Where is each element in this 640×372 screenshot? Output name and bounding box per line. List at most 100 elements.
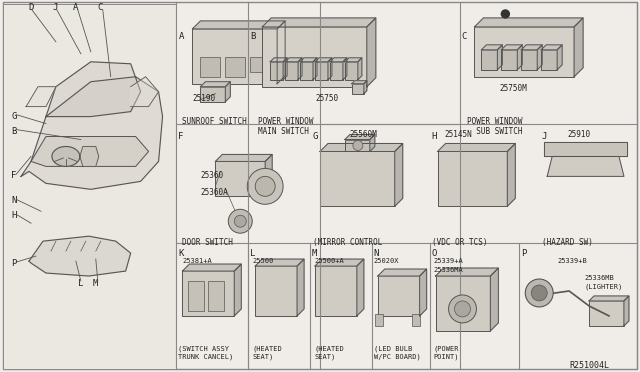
Bar: [541, 50, 557, 70]
Polygon shape: [31, 137, 148, 166]
Polygon shape: [541, 45, 562, 50]
Polygon shape: [501, 45, 522, 50]
Bar: [589, 301, 624, 326]
Polygon shape: [481, 45, 502, 50]
Text: 25500: 25500: [252, 258, 273, 264]
Text: 25020X: 25020X: [374, 258, 399, 264]
Polygon shape: [589, 296, 629, 301]
Text: 25339+B: 25339+B: [557, 258, 587, 264]
Polygon shape: [298, 58, 302, 80]
Bar: [352, 84, 364, 94]
Text: B: B: [250, 32, 255, 41]
Polygon shape: [26, 87, 56, 107]
Bar: [501, 50, 517, 70]
Bar: [375, 314, 383, 326]
Polygon shape: [345, 135, 375, 140]
Text: G: G: [312, 132, 317, 141]
Text: M: M: [93, 279, 99, 288]
Text: (LIGHTER): (LIGHTER): [584, 283, 622, 289]
Bar: [345, 140, 370, 151]
Text: (VDC OR TCS): (VDC OR TCS): [431, 238, 487, 247]
Text: C: C: [98, 3, 103, 12]
Polygon shape: [364, 81, 367, 94]
Polygon shape: [357, 259, 364, 316]
Bar: [200, 57, 220, 77]
Polygon shape: [508, 144, 515, 206]
Bar: [216, 161, 265, 196]
Bar: [315, 62, 328, 80]
Polygon shape: [262, 18, 376, 27]
Polygon shape: [547, 157, 624, 176]
Bar: [412, 314, 420, 326]
Polygon shape: [234, 264, 241, 316]
Polygon shape: [193, 21, 285, 29]
Polygon shape: [420, 269, 427, 316]
Text: 25381+A: 25381+A: [182, 258, 212, 264]
Text: 25910: 25910: [567, 129, 590, 138]
Bar: [262, 27, 367, 87]
Text: 25360A: 25360A: [200, 188, 228, 197]
Circle shape: [255, 176, 275, 196]
Bar: [285, 62, 298, 80]
Text: A: A: [73, 3, 78, 12]
Circle shape: [247, 169, 283, 204]
Text: 25360: 25360: [200, 171, 223, 180]
Bar: [378, 276, 420, 316]
Text: POWER WINDOW
  SUB SWITCH: POWER WINDOW SUB SWITCH: [467, 116, 523, 136]
Text: R251004L: R251004L: [569, 361, 609, 370]
Polygon shape: [517, 45, 522, 70]
Text: 25190: 25190: [193, 94, 216, 103]
Text: 25145N: 25145N: [445, 129, 472, 138]
Text: (HEATED
SEAT): (HEATED SEAT): [314, 346, 344, 360]
Bar: [209, 281, 225, 311]
Polygon shape: [557, 45, 562, 70]
Polygon shape: [358, 58, 362, 80]
Polygon shape: [200, 82, 230, 87]
Text: H: H: [431, 132, 437, 141]
Text: N: N: [374, 249, 379, 258]
Bar: [330, 62, 343, 80]
Text: B: B: [11, 126, 17, 135]
Text: 25750: 25750: [315, 94, 338, 103]
Polygon shape: [29, 236, 131, 276]
Text: O: O: [431, 249, 437, 258]
Bar: [255, 266, 297, 316]
Polygon shape: [182, 264, 241, 271]
Text: G: G: [11, 112, 17, 121]
Bar: [345, 62, 358, 80]
Polygon shape: [277, 21, 285, 84]
Bar: [3, 4, 175, 369]
Text: 25560M: 25560M: [350, 129, 378, 138]
Circle shape: [501, 10, 509, 18]
Text: P: P: [11, 259, 17, 268]
Bar: [225, 57, 245, 77]
Bar: [193, 29, 277, 84]
Text: N: N: [11, 196, 17, 205]
Circle shape: [531, 285, 547, 301]
Text: J: J: [541, 132, 547, 141]
Polygon shape: [216, 154, 272, 161]
Text: POWER WINDOW
MAIN SWITCH: POWER WINDOW MAIN SWITCH: [258, 116, 314, 136]
Polygon shape: [574, 18, 583, 77]
Circle shape: [449, 295, 476, 323]
Text: H: H: [11, 211, 17, 220]
Polygon shape: [328, 58, 332, 80]
Polygon shape: [537, 45, 542, 70]
Text: D: D: [28, 3, 33, 12]
Polygon shape: [46, 62, 141, 116]
Text: (HAZARD SW): (HAZARD SW): [542, 238, 593, 247]
Circle shape: [228, 209, 252, 233]
Polygon shape: [131, 77, 159, 107]
Bar: [300, 62, 313, 80]
Bar: [250, 57, 268, 72]
Text: C: C: [461, 32, 467, 41]
Text: A: A: [179, 32, 184, 41]
Text: 25339+A: 25339+A: [434, 258, 463, 264]
Bar: [315, 266, 357, 316]
Polygon shape: [367, 18, 376, 87]
Text: 25336MB: 25336MB: [584, 275, 614, 281]
Text: 25336MA: 25336MA: [434, 267, 463, 273]
Bar: [438, 151, 508, 206]
Polygon shape: [52, 147, 80, 166]
Text: (MIRROR CONTROL: (MIRROR CONTROL: [313, 238, 382, 247]
